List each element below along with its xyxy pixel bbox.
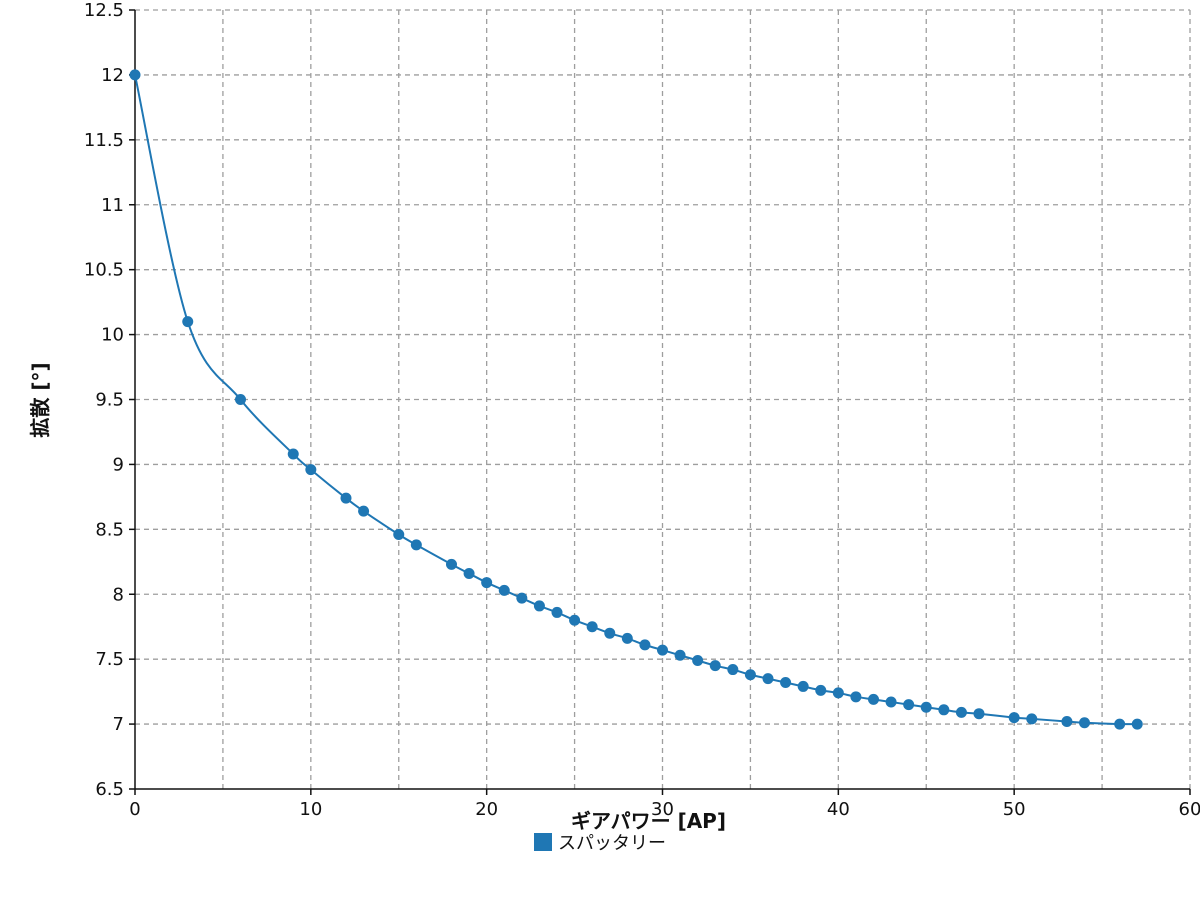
data-point[interactable] <box>1114 718 1126 730</box>
y-tick-label: 7.5 <box>95 649 124 670</box>
data-point[interactable] <box>903 699 915 711</box>
data-point[interactable] <box>1061 715 1073 727</box>
data-point[interactable] <box>340 492 352 504</box>
data-point[interactable] <box>639 639 651 651</box>
data-point[interactable] <box>129 69 141 81</box>
data-point[interactable] <box>815 684 827 696</box>
data-point[interactable] <box>358 505 370 517</box>
data-point[interactable] <box>498 584 510 596</box>
data-point[interactable] <box>780 677 792 689</box>
data-point[interactable] <box>727 664 739 676</box>
data-point[interactable] <box>657 644 668 656</box>
data-point[interactable] <box>393 529 405 541</box>
data-point[interactable] <box>868 693 879 705</box>
legend-label: スパッタリー <box>558 833 666 854</box>
y-tick-label: 9.5 <box>95 390 124 411</box>
y-tick-label: 7 <box>113 714 124 735</box>
data-point[interactable] <box>463 567 475 579</box>
data-point[interactable] <box>551 606 563 618</box>
data-point[interactable] <box>235 394 246 405</box>
x-tick-label: 40 <box>827 799 850 820</box>
data-point[interactable] <box>762 673 774 685</box>
data-point[interactable] <box>1008 712 1020 724</box>
data-point[interactable] <box>287 448 299 460</box>
legend[interactable]: スパッタリー <box>534 833 666 854</box>
series-layer <box>129 69 1143 730</box>
data-point[interactable] <box>446 558 457 570</box>
data-point[interactable] <box>569 614 581 626</box>
data-point[interactable] <box>885 696 897 708</box>
y-tick-label: 9 <box>113 454 124 475</box>
data-point[interactable] <box>182 316 194 328</box>
grid-lines <box>135 9 1191 789</box>
data-point[interactable] <box>1026 713 1038 725</box>
y-tick-label: 10.5 <box>84 260 124 281</box>
x-axis-title: ギアパワー [AP] <box>571 809 726 833</box>
y-tick-label: 11 <box>101 195 124 216</box>
x-tick-label: 10 <box>299 799 322 820</box>
data-point[interactable] <box>1131 718 1143 730</box>
data-point[interactable] <box>744 669 756 681</box>
data-point[interactable] <box>533 600 545 612</box>
data-point[interactable] <box>850 691 862 703</box>
data-point[interactable] <box>674 649 686 661</box>
data-point[interactable] <box>516 592 528 604</box>
y-tick-label: 12.5 <box>84 0 124 21</box>
x-tick-label: 0 <box>129 799 140 820</box>
data-point[interactable] <box>920 701 932 713</box>
legend-swatch <box>534 833 552 851</box>
y-tick-label: 6.5 <box>95 779 124 800</box>
data-point[interactable] <box>586 621 598 633</box>
data-point[interactable] <box>621 632 633 644</box>
y-axis-title: 拡散 [°] <box>28 362 52 437</box>
y-tick-label: 12 <box>101 65 124 86</box>
data-point[interactable] <box>305 464 317 476</box>
data-point[interactable] <box>410 539 422 551</box>
x-tick-label: 20 <box>475 799 498 820</box>
x-tick-label: 30 <box>651 799 674 820</box>
y-tick-label: 8 <box>113 584 124 605</box>
data-point[interactable] <box>709 660 721 672</box>
data-point[interactable] <box>692 654 704 666</box>
data-point[interactable] <box>938 704 950 716</box>
data-point[interactable] <box>797 680 809 692</box>
data-point[interactable] <box>832 687 844 699</box>
y-tick-label: 11.5 <box>84 130 124 151</box>
series-line <box>134 74 1138 726</box>
x-tick-label: 60 <box>1179 799 1200 820</box>
data-point[interactable] <box>481 577 493 589</box>
data-point[interactable] <box>955 706 967 718</box>
y-axis-ticks: 6.5 7 7.5 8 8.5 9 9.5 10 10.5 11 11.5 12 12.5 <box>84 0 135 800</box>
data-point[interactable] <box>1079 717 1090 729</box>
x-tick-label: 50 <box>1003 799 1026 820</box>
y-tick-label: 10 <box>101 325 124 346</box>
y-tick-label: 8.5 <box>95 519 124 540</box>
data-point[interactable] <box>973 708 985 720</box>
data-point[interactable] <box>604 627 616 639</box>
x-axis-ticks: 0 10 20 30 40 50 60 <box>129 789 1200 820</box>
